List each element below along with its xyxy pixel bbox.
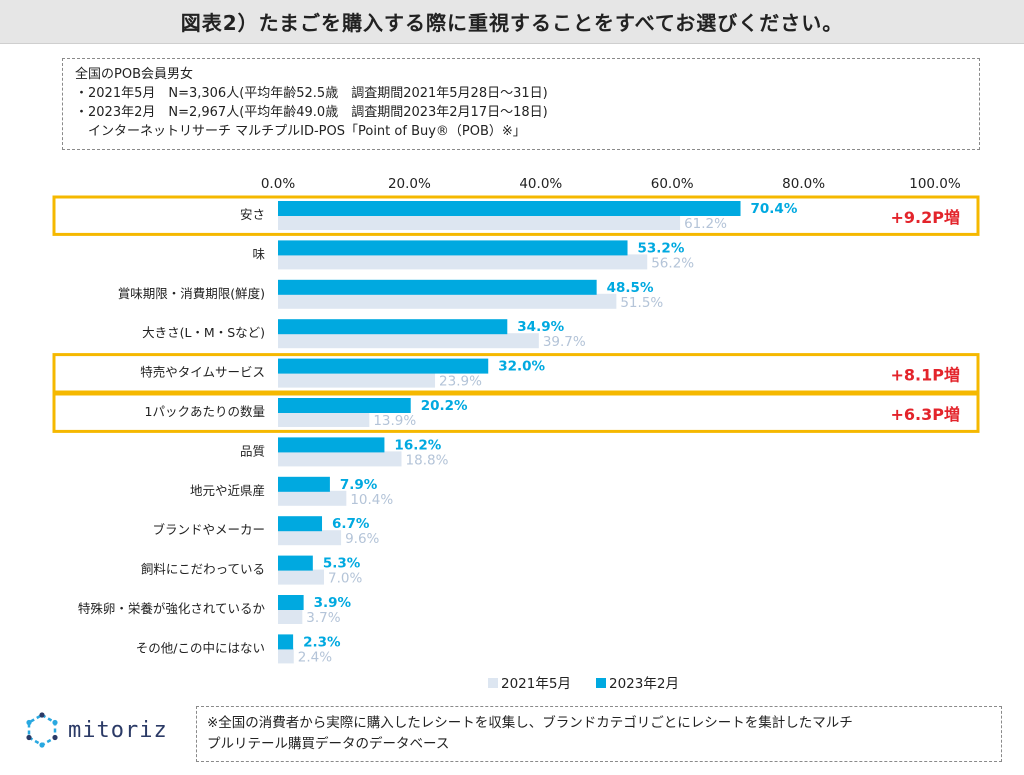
x-tick-label: 40.0%	[519, 176, 562, 192]
x-tick-label: 100.0%	[909, 176, 961, 192]
legend-swatch	[488, 678, 498, 688]
value-label-2021: 10.4%	[350, 492, 393, 508]
bar-2023-02	[278, 358, 489, 374]
bar-2021-05	[278, 530, 342, 546]
category-label: 品質	[240, 443, 265, 458]
legend-label: 2021年5月	[501, 676, 571, 692]
value-label-2023: 16.2%	[394, 437, 441, 453]
value-label-2021: 2.4%	[298, 649, 332, 665]
bar-2023-02	[278, 240, 628, 256]
value-label-2023: 70.4%	[751, 201, 798, 217]
bar-2023-02	[278, 201, 741, 216]
bar-2021-05	[278, 412, 370, 427]
highlight-box	[52, 195, 980, 236]
footnote-line: プルリテール購買データのデータベース	[207, 736, 450, 752]
value-label-2021: 9.6%	[345, 531, 379, 547]
survey-info-line: ・2023年2月 N=2,967人(平均年齢49.0歳 調査期間2023年2月1…	[75, 105, 548, 120]
value-label-2023: 2.3%	[303, 634, 341, 650]
bar-2023-02	[278, 398, 411, 413]
bar-2021-05	[278, 215, 681, 230]
title-bar: 図表2）たまごを購入する際に重視することをすべてお選びください。	[0, 0, 1024, 44]
value-label-2023: 7.9%	[340, 477, 378, 493]
x-tick-label: 0.0%	[261, 176, 295, 192]
category-label: 賞味期限・消費期限(鮮度)	[118, 286, 265, 301]
footnote-box: ※全国の消費者から実際に購入したレシートを収集し、ブランドカテゴリごとにレシート…	[196, 706, 1002, 762]
bar-2021-05	[278, 254, 648, 270]
value-label-2023: 3.9%	[314, 595, 352, 611]
legend-swatch	[596, 678, 606, 688]
category-label: 地元や近県産	[190, 483, 265, 498]
highlight-box	[52, 392, 980, 433]
value-label-2023: 53.2%	[638, 240, 685, 256]
survey-info-line: インターネットリサーチ マルチプルID-POS「Point of Buy®（PO…	[75, 124, 526, 139]
value-label-2023: 32.0%	[498, 359, 545, 375]
value-label-2021: 18.8%	[406, 452, 449, 468]
logo-text: mitoriz	[68, 717, 168, 743]
highlight-box	[52, 353, 980, 394]
bar-2023-02	[278, 516, 323, 532]
x-tick-label: 60.0%	[651, 176, 694, 192]
mitoriz-logo: mitoriz	[22, 708, 168, 752]
value-label-2021: 7.0%	[328, 571, 362, 587]
bar-2021-05	[278, 293, 617, 309]
footnote-line: ※全国の消費者から実際に購入したレシートを収集し、ブランドカテゴリごとにレシート…	[207, 715, 853, 731]
logo-mark-icon	[26, 712, 58, 748]
category-label: その他/この中にはない	[136, 640, 265, 655]
category-label: 1パックあたりの数量	[145, 404, 265, 419]
bar-2021-05	[278, 451, 402, 467]
value-label-2023: 48.5%	[607, 280, 654, 296]
value-label-2021: 23.9%	[439, 374, 482, 390]
x-tick-label: 20.0%	[388, 176, 431, 192]
value-label-2021: 3.7%	[306, 610, 340, 626]
increase-label: +8.1P増	[891, 366, 960, 385]
value-label-2021: 61.2%	[684, 216, 727, 232]
bar-2023-02	[278, 555, 313, 571]
bar-2023-02	[278, 319, 508, 335]
increase-label: +9.2P増	[891, 208, 960, 227]
value-label-2021: 56.2%	[651, 255, 694, 271]
category-label: 味	[252, 246, 265, 261]
bar-2021-05	[278, 569, 324, 585]
bar-2021-05	[278, 648, 294, 664]
value-label-2023: 20.2%	[421, 398, 468, 414]
value-label-2021: 51.5%	[620, 295, 663, 311]
bar-2021-05	[278, 372, 436, 388]
bar-2021-05	[278, 490, 347, 506]
x-tick-label: 80.0%	[782, 176, 825, 192]
bar-2021-05	[278, 609, 303, 624]
survey-info-line: 全国のPOB会員男女	[75, 67, 193, 82]
value-label-2023: 6.7%	[332, 516, 370, 532]
value-label-2021: 39.7%	[543, 334, 586, 350]
page-title: 図表2）たまごを購入する際に重視することをすべてお選びください。	[180, 11, 844, 35]
value-label-2021: 13.9%	[373, 413, 416, 429]
category-label: 特売やタイムサービス	[140, 365, 265, 380]
bar-2023-02	[278, 437, 385, 453]
category-label: 飼料にこだわっている	[141, 562, 265, 577]
category-label: ブランドやメーカー	[152, 522, 265, 537]
increase-label: +6.3P増	[891, 405, 960, 424]
survey-info-line: ・2021年5月 N=3,306人(平均年齢52.5歳 調査期間2021年5月2…	[75, 86, 548, 101]
bar-2023-02	[278, 634, 294, 650]
survey-info-box: 全国のPOB会員男女 ・2021年5月 N=3,306人(平均年齢52.5歳 調…	[62, 58, 980, 150]
bar-2023-02	[278, 476, 330, 492]
category-label: 安さ	[240, 207, 265, 222]
category-label: 特殊卵・栄養が強化されているか	[78, 601, 266, 616]
value-label-2023: 34.9%	[517, 319, 564, 335]
bar-chart: 0.0% 20.0% 40.0% 60.0% 80.0% 100.0% 安さ 70.4% 61.…	[52, 176, 980, 692]
bar-2023-02	[278, 279, 597, 295]
bar-2023-02	[278, 595, 304, 610]
legend-label: 2023年2月	[609, 676, 679, 692]
value-label-2023: 5.3%	[323, 556, 361, 572]
bar-2021-05	[278, 333, 539, 349]
category-label: 大きさ(L・M・Sなど)	[142, 325, 265, 340]
